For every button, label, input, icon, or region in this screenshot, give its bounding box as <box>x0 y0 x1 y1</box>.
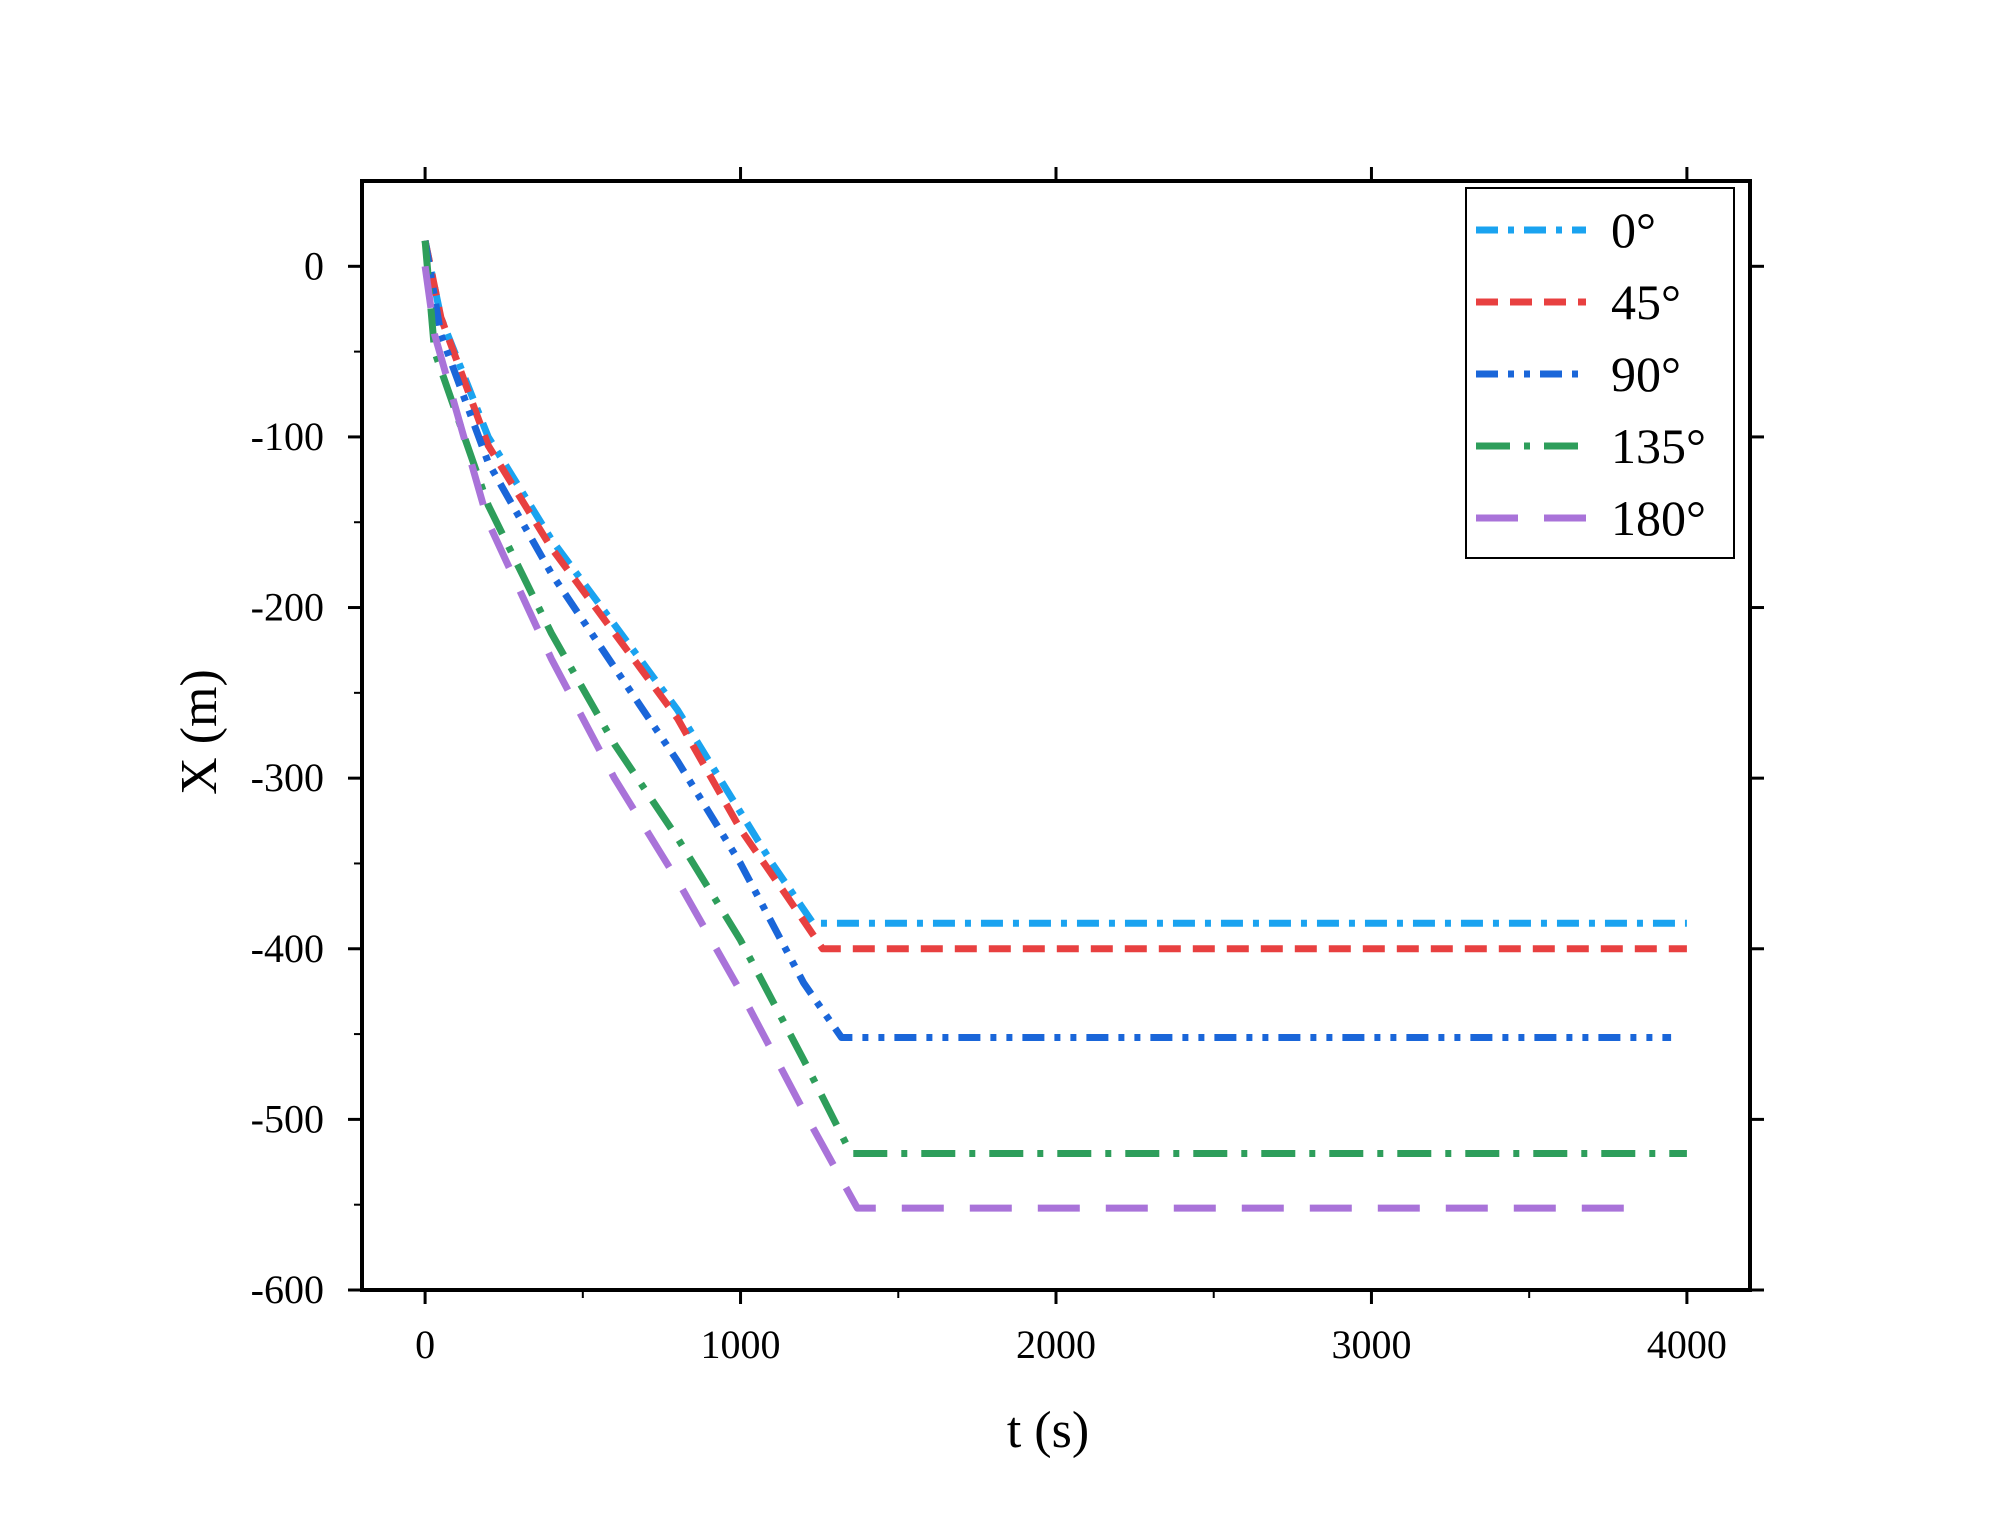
x-tick-label: 2000 <box>1016 1322 1096 1367</box>
series-layer <box>421 239 1687 1212</box>
series-line-2 <box>421 240 1672 1041</box>
x-tick-label: 0 <box>415 1322 435 1367</box>
legend-label: 45° <box>1611 274 1681 330</box>
x-tick-label: 4000 <box>1647 1322 1727 1367</box>
y-tick-label: -400 <box>251 926 324 971</box>
series-line-1 <box>421 239 1687 953</box>
series-line-3 <box>421 240 1687 1157</box>
legend-label: 180° <box>1611 490 1706 546</box>
x-tick-label: 3000 <box>1331 1322 1411 1367</box>
legend-label: 90° <box>1611 346 1681 402</box>
y-tick-label: -500 <box>251 1096 324 1141</box>
y-tick-label: 0 <box>304 243 324 288</box>
axes-layer: 0 1000 2000 3000 4000 0 -100 -200 -300 -400 -500 -6… <box>251 167 1764 1367</box>
x-tick-label: 1000 <box>701 1322 781 1367</box>
legend-label: 135° <box>1611 418 1706 474</box>
y-axis-label: X (m) <box>171 669 228 795</box>
y-tick-label: -600 <box>251 1267 324 1312</box>
series-line-4 <box>421 265 1640 1212</box>
y-tick-label: -200 <box>251 585 324 630</box>
y-tick-label: -100 <box>251 414 324 459</box>
x-axis-label: t (s) <box>1007 1402 1089 1459</box>
legend-label: 0° <box>1611 202 1656 258</box>
y-tick-label: -300 <box>251 755 324 800</box>
legend: 0° 45° 90° 135° 180° <box>1465 187 1735 559</box>
